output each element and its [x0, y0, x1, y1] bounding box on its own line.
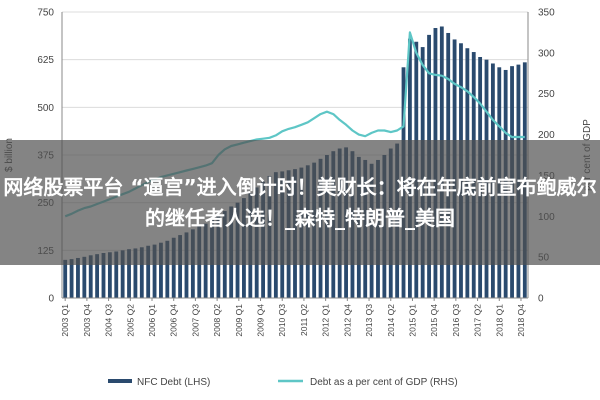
x-tick-label: 2006 Q1: [147, 304, 157, 337]
x-tick-label: 2012 Q4: [342, 304, 352, 337]
bar: [133, 248, 138, 298]
bar: [95, 254, 100, 298]
x-tick-label: 2012 Q1: [321, 304, 331, 337]
left-tick-label: 750: [37, 8, 54, 19]
bar: [76, 257, 80, 298]
bar: [63, 259, 68, 298]
left-tick-label: 500: [37, 103, 54, 114]
bar: [159, 242, 163, 298]
x-tick-label: 2016 Q3: [451, 304, 461, 337]
right-tick-label: 0: [538, 294, 544, 305]
right-tick-label: 250: [538, 89, 555, 100]
legend-label-bar: NFC Debt (LHS): [137, 377, 210, 388]
bar: [69, 259, 74, 298]
x-tick-label: 2010 Q3: [277, 304, 287, 337]
x-tick-label: 2005 Q2: [125, 304, 135, 337]
bar: [114, 251, 119, 298]
legend-label-line: Debt as a per cent of GDP (RHS): [310, 377, 458, 388]
x-tick-label: 2013 Q3: [364, 304, 374, 337]
x-axis-ticks: 2003 Q1 2003 Q4 2004 Q3 2005 Q2 2006 Q1 2006 …: [60, 298, 526, 337]
right-tick-label: 350: [538, 8, 555, 19]
left-tick-label: 0: [48, 294, 54, 305]
bar: [152, 244, 157, 298]
x-tick-label: 2018 Q1: [494, 304, 504, 337]
x-tick-label: 2008 Q2: [212, 304, 222, 337]
bar: [178, 235, 183, 298]
left-tick-label: 625: [37, 55, 54, 66]
bar: [171, 237, 176, 298]
x-tick-label: 2009 Q1: [234, 304, 244, 337]
bar: [107, 252, 112, 298]
bar: [88, 255, 93, 298]
x-tick-label: 2003 Q1: [60, 304, 70, 337]
x-tick-label: 2015 Q4: [429, 304, 439, 337]
x-tick-label: 2015 Q1: [408, 304, 418, 337]
right-tick-label: 200: [538, 130, 555, 141]
headline-text: 网络股票平台 “逼宫”进入倒计时！美财长：将在年底前宣布鲍威尔的继任者人选！_森…: [3, 174, 597, 230]
legend: NFC Debt (LHS) Debt as a per cent of GDP…: [108, 377, 458, 388]
bar: [101, 253, 106, 298]
bar: [146, 245, 151, 298]
right-tick-label: 300: [538, 48, 555, 59]
x-tick-label: 2003 Q4: [82, 304, 92, 337]
bar: [184, 232, 189, 298]
x-tick-label: 2007 Q3: [190, 304, 200, 337]
bar: [139, 247, 144, 298]
bar: [120, 250, 125, 298]
x-tick-label: 2018 Q4: [516, 304, 526, 337]
bar: [82, 256, 87, 298]
x-tick-label: 2009 Q4: [256, 304, 266, 337]
x-tick-label: 2006 Q4: [169, 304, 179, 337]
legend-swatch-bar: [108, 379, 132, 383]
bar: [127, 249, 131, 298]
headline-banner: 网络股票平台 “逼宫”进入倒计时！美财长：将在年底前宣布鲍威尔的继任者人选！_森…: [0, 140, 600, 265]
x-tick-label: 2004 Q3: [104, 304, 114, 337]
x-tick-label: 2014 Q2: [386, 304, 396, 337]
x-tick-label: 2011 Q2: [299, 304, 309, 336]
x-tick-label: 2017 Q2: [473, 304, 483, 337]
bar: [165, 240, 170, 298]
